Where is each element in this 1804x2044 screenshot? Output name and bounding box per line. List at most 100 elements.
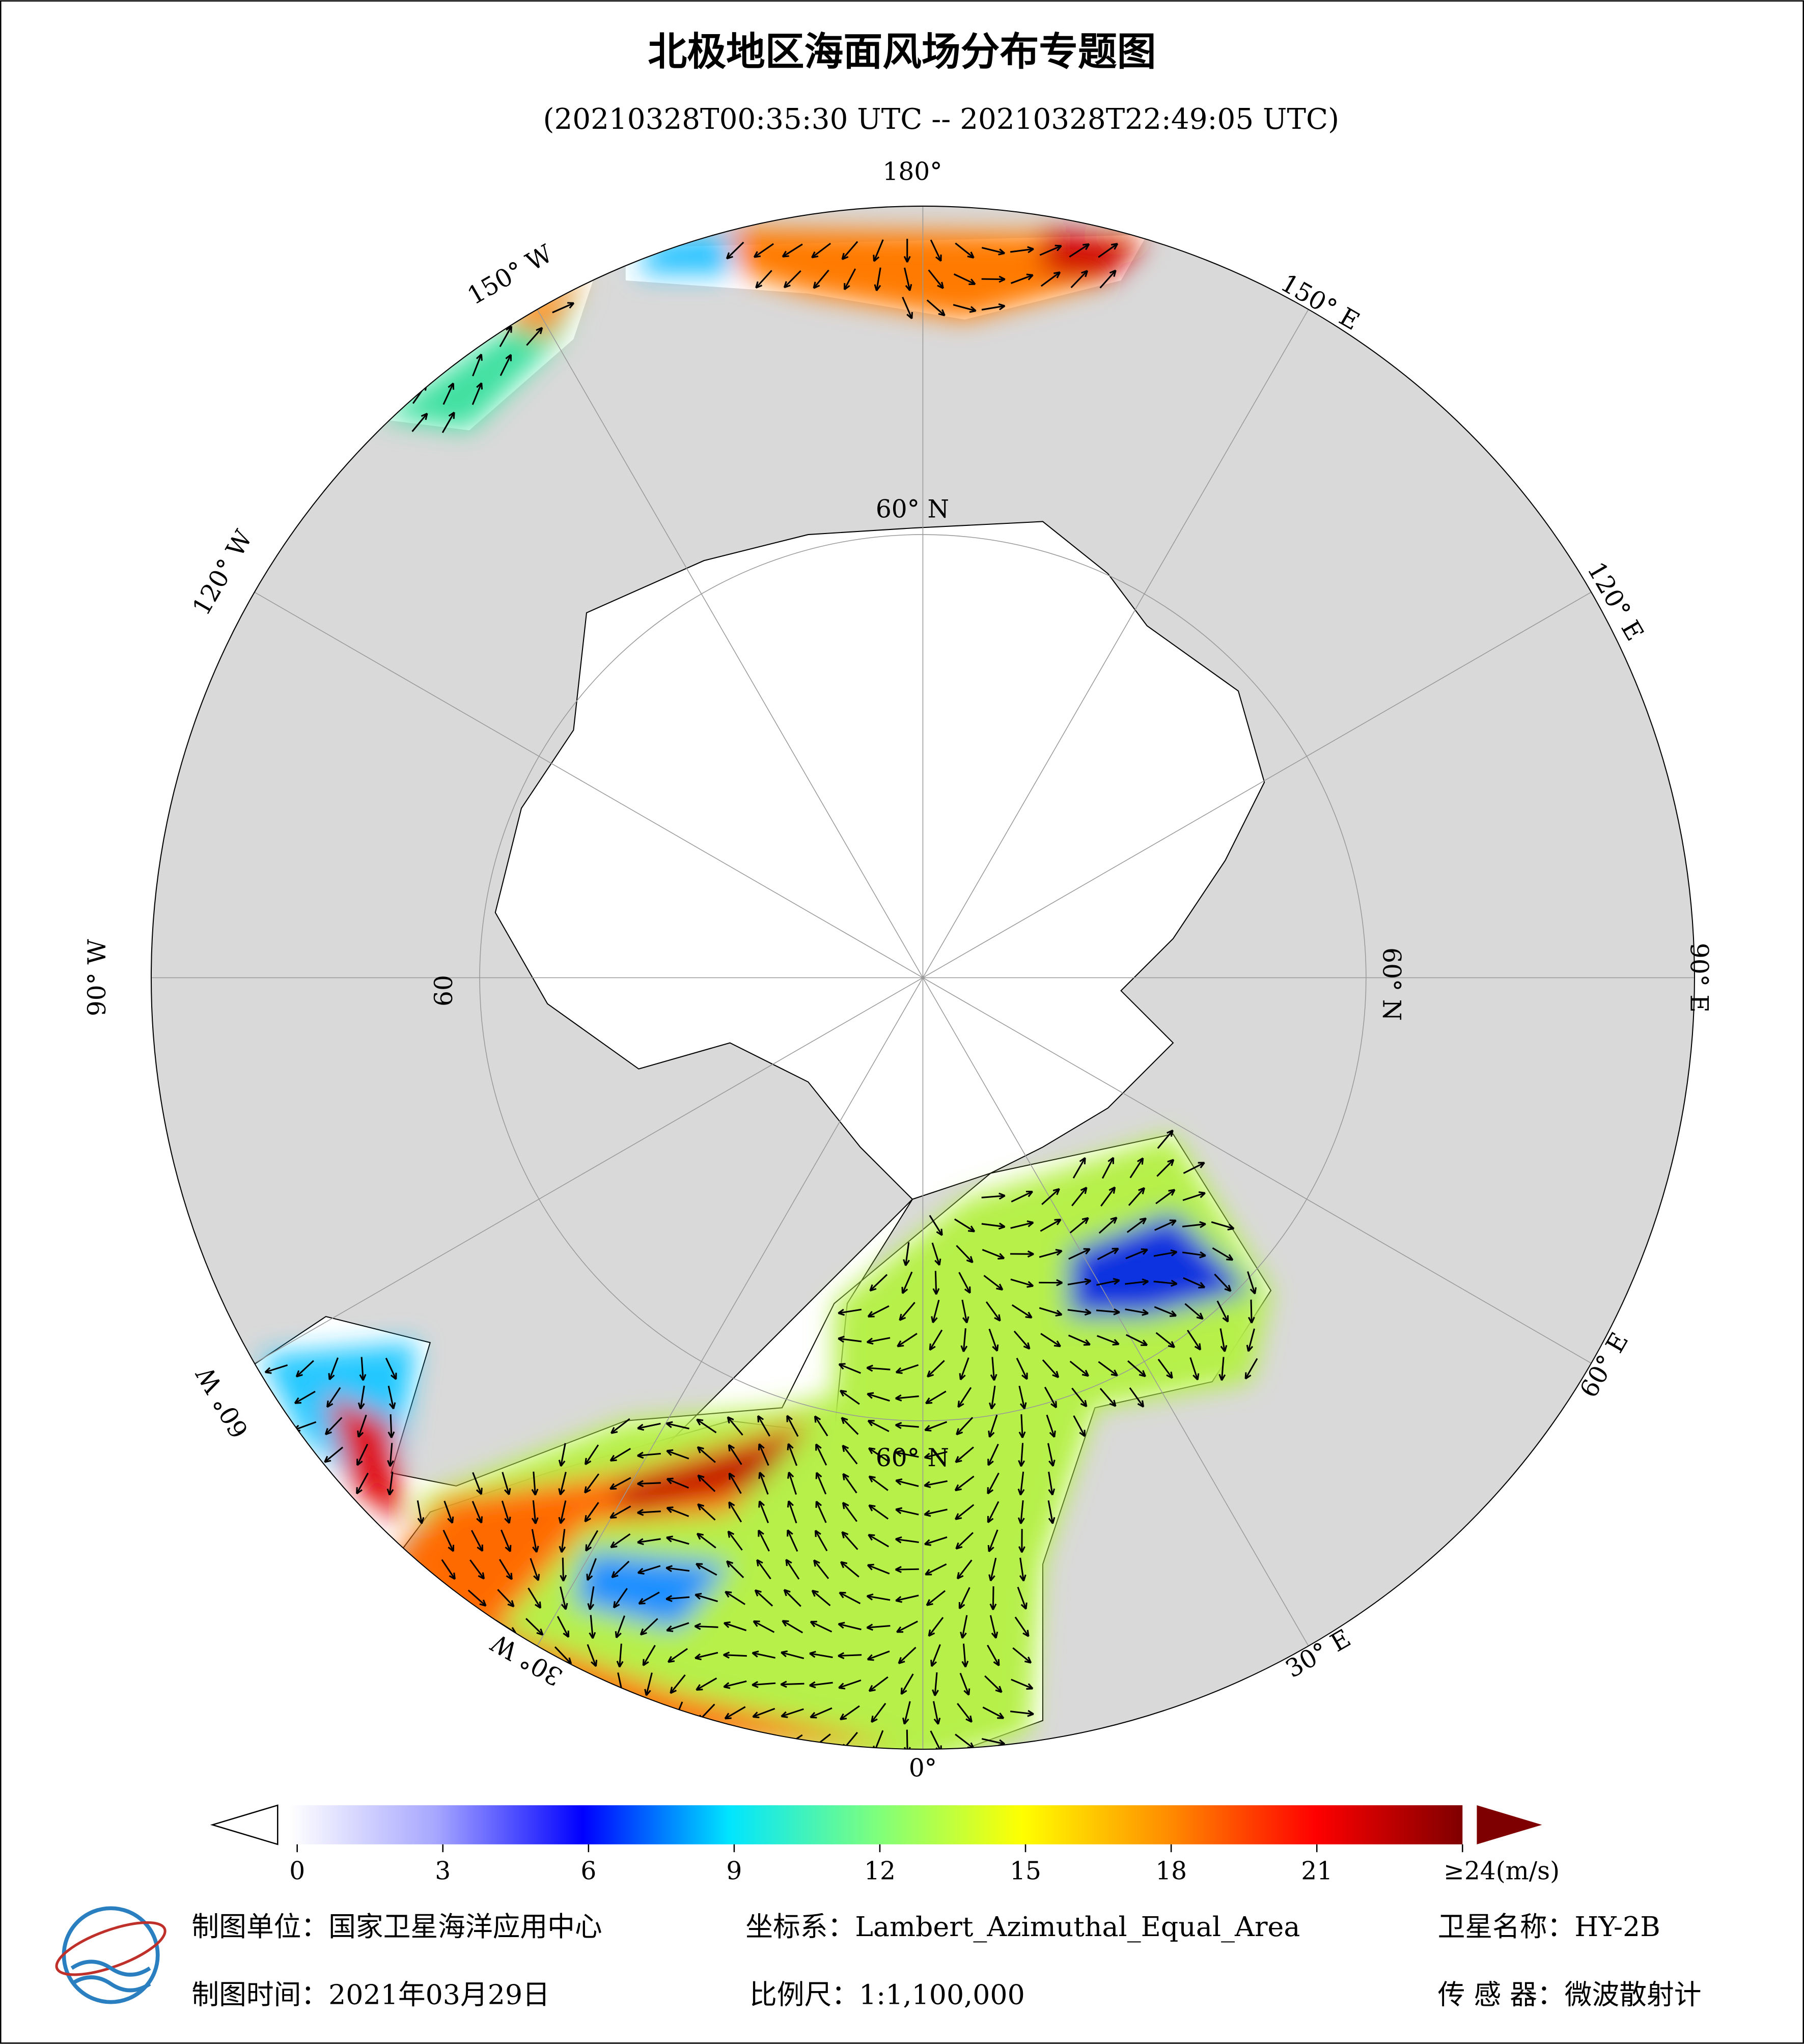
arctic-ocean bbox=[494, 521, 1265, 1200]
wind-arrow-head bbox=[1170, 1310, 1177, 1317]
wind-arrow-head bbox=[841, 1531, 849, 1538]
wind-arrow-head bbox=[726, 1560, 734, 1568]
wind-arrow bbox=[868, 1534, 890, 1548]
wind-arrow bbox=[840, 1561, 859, 1578]
wind-arrow-head bbox=[924, 1424, 932, 1432]
wind-arrow bbox=[697, 1446, 716, 1463]
wind-arrow bbox=[357, 1414, 367, 1438]
wind-arrow-head bbox=[987, 1516, 994, 1523]
wind-arrow-head bbox=[753, 1620, 760, 1627]
wind-arrow-head bbox=[866, 1593, 874, 1601]
wind-arrow-head bbox=[610, 1427, 618, 1434]
wind-arrow bbox=[839, 1363, 861, 1374]
wind-arrow bbox=[1101, 1157, 1115, 1179]
wind-arrow bbox=[1010, 1711, 1034, 1715]
wind-arrow bbox=[925, 1390, 947, 1404]
wind-arrow-head bbox=[989, 1402, 996, 1410]
wind-arrow bbox=[902, 296, 913, 319]
wind-arrow bbox=[755, 270, 772, 289]
wind-arrow-head bbox=[924, 1481, 931, 1488]
wind-arrow-head bbox=[783, 1589, 791, 1597]
wind-arrow bbox=[667, 1507, 689, 1517]
wind-arrow-head bbox=[932, 1288, 940, 1295]
wind-arrow bbox=[587, 1644, 597, 1667]
wind-arrow-head bbox=[1192, 1373, 1200, 1381]
wind-arrow-head bbox=[1111, 1369, 1118, 1377]
wind-arrow bbox=[896, 1479, 919, 1487]
wind-arrow bbox=[930, 1730, 942, 1749]
wind-arrow bbox=[895, 1568, 919, 1571]
wind-arrow bbox=[389, 1443, 393, 1467]
wind-arrow-head bbox=[1080, 1187, 1088, 1194]
wind-arrow-head bbox=[665, 1595, 673, 1602]
wind-arrow bbox=[985, 1301, 1001, 1322]
wind-arrow bbox=[955, 1532, 974, 1550]
wind-arrow-head bbox=[897, 1340, 904, 1348]
wind-arrow-head bbox=[933, 1718, 941, 1725]
wind-arrow-head bbox=[1168, 1189, 1176, 1196]
wind-arrow bbox=[667, 1478, 689, 1489]
wind-arrow-head bbox=[386, 1488, 394, 1496]
wind-arrow bbox=[781, 1708, 804, 1717]
wind-arrow bbox=[1010, 1221, 1034, 1229]
wind-arrow-head bbox=[866, 1623, 873, 1631]
colorbar-tick-label: 0 bbox=[289, 1857, 305, 1886]
wind-arrow-head bbox=[1049, 1431, 1056, 1438]
wind-arrow bbox=[1216, 1300, 1229, 1323]
wind-arrow-head bbox=[924, 1539, 931, 1546]
wind-arrow-head bbox=[955, 1542, 963, 1550]
wind-arrow-head bbox=[895, 1394, 902, 1402]
wind-arrow bbox=[609, 1477, 631, 1490]
wind-arrow bbox=[788, 1472, 797, 1495]
wind-arrow-head bbox=[532, 1546, 539, 1553]
wind-arrow-head bbox=[667, 1656, 675, 1663]
wind-arrow bbox=[953, 304, 977, 312]
title: 北极地区海面风场分布专题图 bbox=[648, 29, 1156, 75]
wind-arrow-head bbox=[787, 1471, 794, 1479]
wind-arrow bbox=[815, 1530, 828, 1552]
wind-arrow bbox=[467, 1589, 487, 1607]
wind-arrow-head bbox=[563, 1630, 570, 1638]
wind-arrow-head bbox=[1199, 1251, 1206, 1258]
footer-scale: 比例尺：1:1,100,000 bbox=[750, 1978, 1025, 2010]
footer-unit: 制图单位：国家卫星海洋应用中心 bbox=[191, 1911, 602, 1943]
wind-arrow-head bbox=[895, 1422, 902, 1430]
wind-arrow-head bbox=[666, 1506, 674, 1514]
wind-arrow-head bbox=[1109, 269, 1117, 277]
wind-arrow bbox=[1098, 1361, 1118, 1377]
wind-arrow bbox=[1048, 1471, 1053, 1495]
wind-arrow-head bbox=[476, 382, 483, 390]
wind-arrow-head bbox=[810, 1620, 817, 1628]
wind-arrow bbox=[1073, 1415, 1086, 1437]
wind-arrow bbox=[955, 1475, 975, 1491]
wind-arrow-head bbox=[1244, 1372, 1252, 1380]
wind-arrow bbox=[925, 1563, 947, 1576]
wind-arrow bbox=[442, 383, 454, 405]
wind-arrow bbox=[754, 243, 774, 258]
wind-arrow bbox=[1154, 1219, 1177, 1231]
wind-arrow bbox=[532, 1500, 537, 1524]
colorbar-tick-label: 9 bbox=[726, 1857, 742, 1886]
wind-arrow bbox=[666, 1622, 689, 1632]
wind-arrow-head bbox=[753, 251, 761, 258]
wind-arrow bbox=[810, 1707, 832, 1718]
wind-arrow-head bbox=[637, 1480, 644, 1488]
wind-arrow bbox=[1039, 1307, 1062, 1315]
wind-arrow-head bbox=[843, 283, 850, 290]
wind-arrow-head bbox=[1139, 1370, 1146, 1378]
wind-arrow bbox=[530, 1558, 539, 1581]
wind-arrow bbox=[895, 1538, 919, 1543]
wind-arrow-head bbox=[1220, 1345, 1228, 1352]
wind-arrow bbox=[637, 1565, 661, 1574]
wind-arrow-head bbox=[961, 1661, 969, 1668]
wind-arrow-head bbox=[782, 1620, 789, 1627]
wind-arrow-head bbox=[1250, 1287, 1257, 1295]
wind-arrow bbox=[1187, 1330, 1201, 1351]
wind-arrow bbox=[988, 1414, 998, 1438]
wind-arrow-head bbox=[931, 1316, 938, 1324]
wind-arrow-head bbox=[479, 1599, 487, 1607]
wind-arrow bbox=[1155, 1332, 1175, 1348]
wind-arrow-head bbox=[694, 1622, 701, 1630]
wind-arrow-head bbox=[585, 1544, 592, 1552]
